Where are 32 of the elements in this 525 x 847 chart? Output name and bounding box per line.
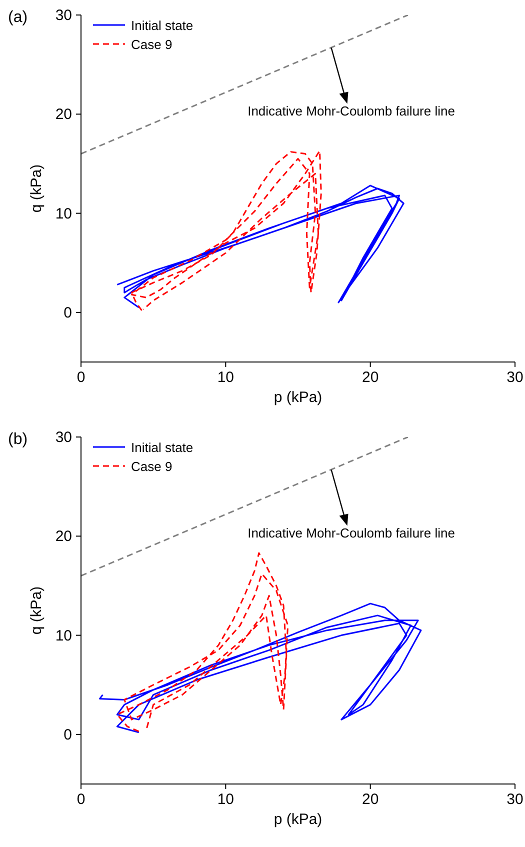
x-tick-label: 20 (362, 791, 379, 808)
annotation: Indicative Mohr-Coulomb failure line (248, 104, 455, 119)
y-tick-label: 30 (55, 429, 72, 446)
y-tick-label: 20 (55, 106, 72, 124)
x-tick-label: 30 (506, 369, 524, 386)
text: (b) (8, 431, 28, 448)
legend-label: Initial state (131, 440, 194, 455)
y-tick-label: 20 (55, 528, 72, 546)
legend-label: Case 9 (131, 37, 172, 52)
legend-label: Case 9 (131, 459, 172, 474)
line-series (116, 184, 404, 308)
y-tick-label: 0 (64, 304, 72, 322)
y-axis-title: q (kPa) (28, 164, 45, 213)
text: (a) (8, 9, 28, 26)
x-tick-label: 0 (76, 369, 86, 386)
annotation: Indicative Mohr-Coulomb failure line (248, 526, 455, 541)
y-axis-title: q (kPa) (28, 586, 45, 635)
x-tick-label: 20 (362, 369, 379, 386)
x-axis-title: p (kPa) (274, 811, 322, 828)
x-tick-label: 30 (506, 791, 524, 808)
x-tick-label: 0 (76, 791, 86, 808)
legend-label: Initial state (131, 18, 194, 33)
line-series (116, 552, 289, 732)
x-tick-label: 10 (217, 369, 234, 386)
y-tick-label: 10 (55, 205, 72, 222)
y-tick-label: 10 (55, 627, 72, 644)
line-series (130, 150, 322, 312)
line-series (99, 602, 422, 734)
y-tick-label: 0 (64, 726, 72, 744)
y-tick-label: 30 (55, 7, 72, 24)
x-tick-label: 10 (217, 791, 234, 808)
x-axis-title: p (kPa) (274, 389, 322, 406)
